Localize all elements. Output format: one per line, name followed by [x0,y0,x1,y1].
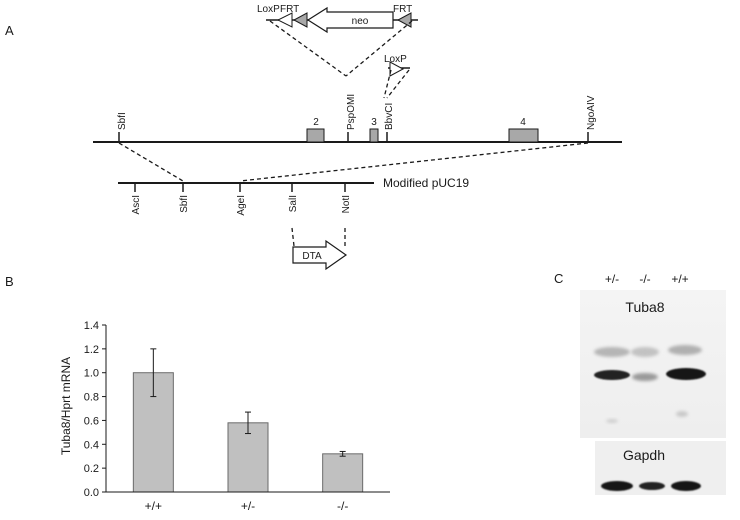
western-blot-gapdh: Gapdh [595,441,726,495]
panel-c: C +/- -/- +/+ Tuba8 Gapdh [554,271,726,495]
lane-label-2: -/- [639,272,650,286]
vector-site-asci: AscI [131,195,142,214]
arm-right-line [239,142,589,182]
blot-tuba8-label: Tuba8 [625,299,664,315]
panel-b-letter: B [5,274,14,289]
y-axis-label: Tuba8/Hprt mRNA [59,357,73,455]
vector-site-sali: SalI [288,195,299,212]
genomic-locus: SbfI PspOMI BbvCI NgoAIV 2 3 4 [93,94,622,143]
lane2-gapdh-band [639,482,665,490]
loxp-insert: LoxP [383,54,410,99]
lane2-main-band [632,373,658,381]
bar [322,453,364,493]
lane3-gapdh-band [671,481,701,491]
exon-4 [508,128,539,143]
dta-label: DTA [302,251,322,262]
loxp-single-triangle-icon [389,61,405,77]
vector-site-agei: AgeI [236,195,247,216]
bar [227,422,269,493]
y-tick-label: 0.2 [84,463,99,475]
site-pspomi-label: PspOMI [346,94,357,130]
exon-2-label: 2 [313,117,319,128]
vector: Modified pUC19 AscI SbfI AgeI SalI NotI … [118,176,469,271]
y-tick-label: 1.4 [84,320,99,332]
loxp-insert-left-line [383,69,392,99]
dta-left-line [291,227,295,247]
y-tick-label: 1.2 [84,344,99,356]
exon-3-label: 3 [371,117,377,128]
x-tick-label: -/- [337,499,348,513]
panel-a-letter: A [5,23,14,38]
loxp-insert-right-line [386,69,410,99]
exon-3 [369,128,379,143]
frt-right-label: FRT [393,4,412,15]
neo-label: neo [352,16,369,27]
vector-label: Modified pUC19 [383,176,469,190]
x-ticks: +/+ +/- -/- [145,499,349,513]
panel-c-letter: C [554,271,563,286]
site-sbfi-label: SbfI [117,112,128,130]
y-tick-label: 1.0 [84,368,99,380]
y-tick-label: 0.4 [84,439,99,451]
lane-label-1: +/- [605,272,619,286]
dta-arrow-icon [292,239,348,271]
y-ticks: 0.0 0.2 0.4 0.6 0.8 1.0 1.2 1.4 [84,320,106,499]
loxp-single-label: LoxP [384,54,407,65]
site-ngoaiv-label: NgoAIV [586,95,597,130]
neo-arrow-icon [306,6,394,34]
lane1-main-band [594,370,630,380]
bars [132,372,364,493]
blot-gapdh-label: Gapdh [623,447,665,463]
x-tick-label: +/- [241,499,255,513]
loxp-label: LoxP [257,4,280,15]
blot-tuba8-membrane [580,290,726,438]
bar-chart: Tuba8/Hprt mRNA 0.0 0.2 0.4 0.6 0.8 1.0 1.2 1.4… [59,320,390,513]
site-bbvci-label: BbvCI [384,103,395,130]
cassette: LoxP FRT neo FRT [257,4,418,77]
lane3-upper-band [668,345,702,355]
exon-2 [306,128,325,143]
lane2-upper-band [631,347,659,357]
lane3-main-band [666,368,706,380]
lane1-upper-band [594,347,630,357]
frt-right-triangle-icon [396,12,412,28]
lane1-gapdh-band [601,481,633,491]
panel-a: A LoxP FRT neo FRT LoxP SbfI [5,4,622,271]
frt-left-label: FRT [280,4,299,15]
lane1-smudge [606,419,618,423]
vector-site-sbfi: SbfI [179,195,190,213]
exon-4-label: 4 [520,117,526,128]
arm-left-line [118,142,184,182]
y-tick-label: 0.6 [84,415,99,427]
vector-site-noti: NotI [341,195,352,213]
western-blot-tuba8: Tuba8 [580,290,726,438]
loxp-triangle-icon [276,12,293,28]
x-tick-label: +/+ [145,499,162,513]
cassette-insert-left-line [269,20,347,77]
frt-left-triangle-icon [292,12,308,28]
y-tick-label: 0.8 [84,392,99,404]
panel-b: B Tuba8/Hprt mRNA 0.0 0.2 0.4 0.6 0.8 1.0 1.2 1… [5,274,390,513]
lane-label-3: +/+ [671,272,688,286]
lane3-smudge [676,411,688,417]
cassette-insert-right-line [345,20,413,77]
error-bars [150,348,346,457]
y-tick-label: 0.0 [84,487,99,499]
